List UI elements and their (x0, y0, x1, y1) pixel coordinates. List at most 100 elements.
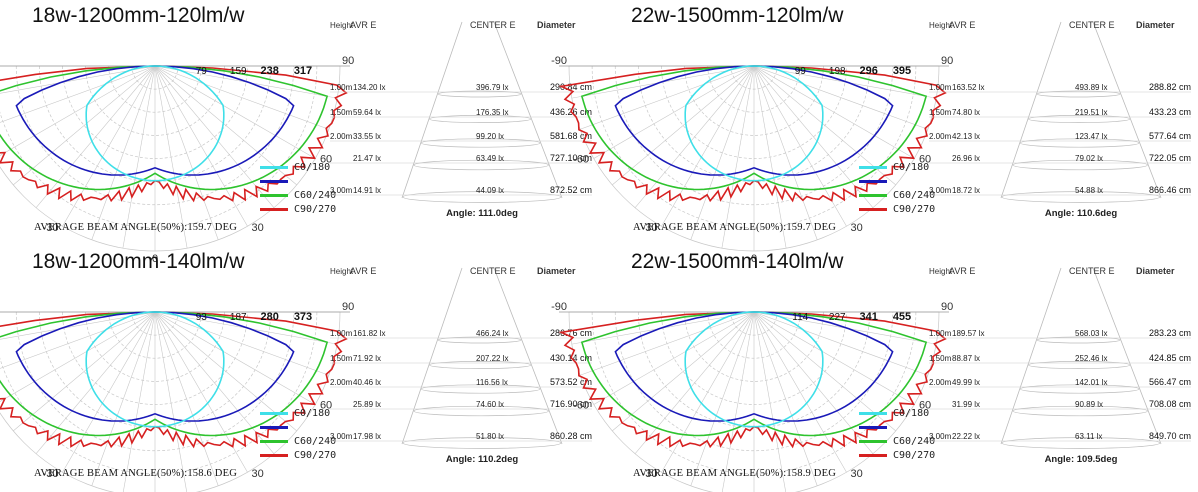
cone-ellipse (421, 138, 541, 148)
header-diameter: Diameter (537, 20, 576, 30)
cone-ellipse (1001, 437, 1161, 449)
row-diameter: 722.05 cm (1149, 153, 1191, 163)
series-extra-curve (15, 311, 295, 422)
series-extra-curve (15, 65, 295, 176)
header-avr: AVR E (949, 266, 975, 276)
row-height: 3.00m (929, 186, 952, 195)
grid-radial (154, 311, 297, 432)
scale-label: 114 (792, 312, 808, 323)
scale-label: 238 (261, 65, 279, 77)
row-center: 116.56 lx (476, 378, 508, 387)
grid-radial (580, 311, 755, 376)
legend-item: C0/180 (859, 406, 935, 420)
grid-radial (35, 65, 156, 208)
grid-radial (154, 65, 219, 240)
header-center: CENTER E (1069, 20, 1115, 30)
legend-item: C0/180 (859, 160, 935, 174)
row-center: 219.51 lx (1075, 108, 1107, 117)
cone-ellipse (437, 336, 522, 344)
cone-ellipse (413, 159, 549, 171)
beam-angle-text: AVERAGE BEAM ANGLE(50%):158.6 DEG (34, 468, 237, 479)
grid-radial (753, 65, 915, 159)
row-height: 1.00m (330, 329, 353, 338)
legend-item: C60/240 (859, 188, 935, 202)
cone-angle-text: Angle: 109.5deg (1045, 454, 1118, 465)
row-center: 466.24 lx (476, 329, 508, 338)
header-avr: AVR E (949, 20, 975, 30)
row-height: 1.50m (330, 354, 353, 363)
grid-radial (0, 65, 156, 156)
cone-ellipse (1028, 115, 1131, 123)
legend: C0/180 C60/240 C90/270 (859, 406, 935, 462)
grid-radial (753, 65, 787, 249)
photometric-panel: 22w-1500mm-140lm/w -90 90 -60 60 -30 30 0 114 227… (551, 246, 1198, 492)
grid-arc (591, 311, 917, 475)
angle-label-right-60: 60 (919, 154, 931, 166)
series-extra-curve (614, 65, 894, 176)
row-diameter: 716.90 cm (550, 399, 592, 409)
row-center: 252.46 lx (1075, 354, 1107, 363)
angle-label-right-60: 60 (919, 400, 931, 412)
row-avr: 17.98 lx (353, 432, 381, 441)
row-center: 54.88 lx (1075, 186, 1103, 195)
header-height: Height (929, 21, 953, 30)
grid-radial (154, 311, 188, 492)
cone-ellipse (402, 437, 562, 449)
grid-radial (593, 65, 755, 159)
row-diameter: 424.85 cm (1149, 353, 1191, 363)
legend-swatch (859, 193, 887, 197)
row-height: 1.50m (929, 108, 952, 117)
angle-label-left-30: -30 (43, 468, 59, 480)
header-diameter: Diameter (1136, 266, 1175, 276)
beam-angle-text: AVERAGE BEAM ANGLE(50%):159.7 DEG (633, 222, 836, 233)
cone-ellipse (437, 90, 522, 98)
light-cone (401, 21, 563, 199)
legend-item (859, 174, 935, 188)
row-center: 207.22 lx (476, 354, 508, 363)
photometric-panel: 22w-1500mm-120lm/w -90 90 -60 60 -30 30 0 99 198 2… (551, 0, 1198, 265)
row-height: 2.00m (929, 132, 952, 141)
legend-item (260, 174, 336, 188)
legend-item (260, 420, 336, 434)
row-diameter: 866.46 cm (1149, 185, 1191, 195)
row-diameter: 708.08 cm (1149, 399, 1191, 409)
legend-item: C90/270 (859, 448, 935, 462)
cone-ellipse (1020, 384, 1140, 394)
row-height: 3.00m (929, 432, 952, 441)
polar-grid (0, 311, 350, 492)
legend-swatch (260, 179, 288, 183)
row-avr: 33.55 lx (353, 132, 381, 141)
angle-label-right-90: 90 (941, 301, 953, 313)
row-height: 1.00m (929, 83, 952, 92)
grid-radial (593, 311, 755, 405)
legend-item: C0/180 (260, 406, 336, 420)
series-c60-240-curve (580, 65, 928, 191)
cone-ellipse (402, 191, 562, 203)
grid-radial (634, 65, 755, 208)
scale-label: 455 (893, 311, 911, 323)
grid-radial (661, 65, 755, 227)
grid-radial (753, 311, 874, 454)
beam-angle-text: AVERAGE BEAM ANGLE(50%):158.9 DEG (633, 468, 836, 479)
grid-radial (612, 65, 755, 186)
scale-label: 341 (860, 311, 878, 323)
scale-label: 227 (829, 312, 846, 323)
row-height: 1.50m (929, 354, 952, 363)
row-diameter: 573.52 cm (550, 377, 592, 387)
legend-swatch (260, 425, 288, 429)
row-avr: 26.96 lx (952, 154, 980, 163)
scale-label: 93 (196, 312, 208, 323)
row-center: 63.11 lx (1075, 432, 1102, 441)
series-c60-240-curve (0, 311, 329, 437)
beam-angle-text: AVERAGE BEAM ANGLE(50%):159.7 DEG (34, 222, 237, 233)
legend-item (859, 420, 935, 434)
row-avr: 21.47 lx (353, 154, 381, 163)
row-center: 90.89 lx (1075, 400, 1103, 409)
grid-radial (154, 65, 297, 186)
row-diameter: 581.68 cm (550, 131, 592, 141)
row-avr: 189.57 lx (952, 329, 984, 338)
row-avr: 22.22 lx (952, 432, 980, 441)
